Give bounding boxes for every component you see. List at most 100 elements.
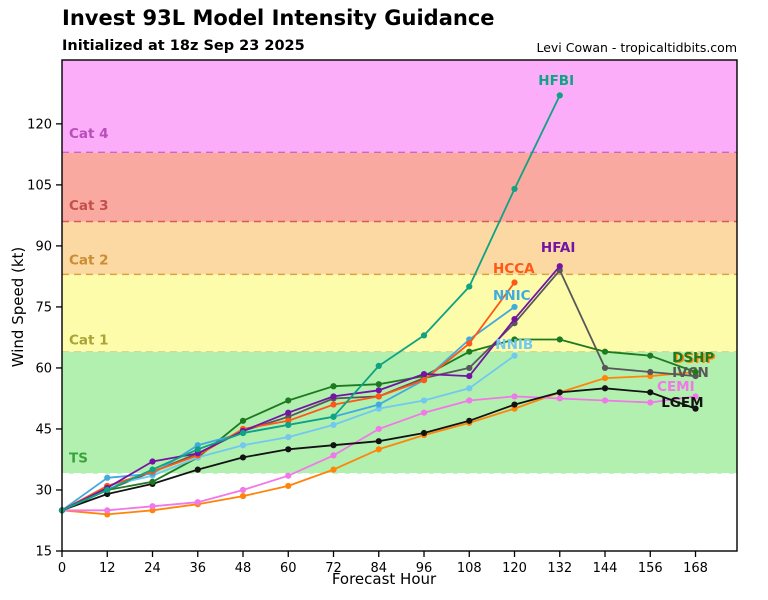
band-cat-3 xyxy=(62,152,737,222)
y-tick-label: 60 xyxy=(35,361,52,376)
x-tick-label: 132 xyxy=(547,561,572,576)
x-tick-label: 48 xyxy=(235,561,252,576)
data-point-dshp-orange xyxy=(285,482,292,490)
y-tick-label: 45 xyxy=(35,422,52,437)
data-point-dshp xyxy=(375,381,382,388)
data-point-hfai xyxy=(511,316,518,323)
y-tick-label: 30 xyxy=(35,483,52,498)
data-point-lgem xyxy=(330,442,337,449)
category-boundaries xyxy=(62,151,737,475)
data-point-dshp xyxy=(601,348,609,355)
band-label-cat-3: Cat 3 xyxy=(69,198,109,214)
x-tick-label: 36 xyxy=(189,561,206,576)
band-labels: TS Cat 1 Cat 2 Cat 3 Cat 4 xyxy=(69,126,109,466)
data-point-dshp-orange xyxy=(239,492,247,500)
data-point-nnib xyxy=(239,442,247,449)
data-point-nnib xyxy=(285,433,292,441)
data-point-cemi xyxy=(239,486,247,494)
series-cemi xyxy=(58,393,699,514)
data-point-cemi xyxy=(285,472,292,479)
data-point-cemi xyxy=(149,503,156,510)
band-label-cat-2: Cat 2 xyxy=(69,253,109,269)
data-point-hfai xyxy=(375,387,382,394)
data-point-ivcn xyxy=(647,368,654,376)
model-label-cemi: CEMI xyxy=(657,379,695,395)
band-below-ts xyxy=(62,473,737,551)
data-point-cemi xyxy=(104,507,111,514)
data-point-cemi xyxy=(647,399,654,406)
series-line-hfbi xyxy=(61,95,561,512)
data-point-dshp xyxy=(556,336,563,343)
band-cat-1 xyxy=(62,274,737,352)
data-point-hfbi xyxy=(104,486,111,494)
data-point-hfbi xyxy=(239,429,247,437)
data-point-dshp xyxy=(466,348,473,355)
x-tick-label: 12 xyxy=(99,561,116,576)
data-point-dshp xyxy=(692,368,699,376)
data-point-dshp xyxy=(511,336,518,343)
x-tick-label: 120 xyxy=(502,561,527,576)
plot-frame xyxy=(61,59,738,552)
data-point-cemi xyxy=(511,393,518,400)
x-tick-label: 144 xyxy=(593,561,618,576)
data-point-hfbi xyxy=(556,92,563,99)
data-point-hcca xyxy=(375,393,382,400)
data-point-hfai xyxy=(285,409,292,416)
data-point-lgem xyxy=(692,405,699,412)
x-tick-label: 24 xyxy=(144,561,161,576)
model-label-lgem: LGEM xyxy=(661,395,703,411)
data-point-lgem xyxy=(601,385,609,392)
x-tick-label: 168 xyxy=(683,561,708,576)
data-point-hfai xyxy=(420,370,428,378)
data-point-cemi xyxy=(601,397,609,404)
y-tick-label: 75 xyxy=(35,300,52,315)
data-point-lgem xyxy=(375,438,382,445)
data-point-dshp xyxy=(149,478,156,485)
series-line-hfai xyxy=(61,265,561,512)
y-tick-label: 105 xyxy=(27,178,52,193)
data-point-lgem xyxy=(466,417,473,424)
x-tick-label: 108 xyxy=(457,561,482,576)
band-label-cat-1: Cat 1 xyxy=(69,332,109,348)
model-label-hfai: HFAI xyxy=(541,240,575,256)
data-point-lgem xyxy=(647,389,654,396)
data-point-lgem xyxy=(420,429,428,437)
x-tick-label: 72 xyxy=(325,561,342,576)
data-point-hfbi xyxy=(330,413,337,420)
x-tick-label: 96 xyxy=(416,561,433,576)
x-tick-label: 84 xyxy=(370,561,387,576)
data-point-cemi xyxy=(466,397,473,404)
x-axis-label: Forecast Hour xyxy=(331,570,437,588)
series-hfbi xyxy=(58,92,563,514)
data-point-hcca xyxy=(466,340,473,347)
data-point-dshp xyxy=(647,352,654,359)
saffir-simpson-bands xyxy=(62,60,737,551)
data-point-hcca xyxy=(420,377,428,384)
data-point-lgem xyxy=(239,454,247,461)
x-tick-label: 0 xyxy=(58,561,66,576)
y-axis-label: Wind Speed (kt) xyxy=(9,246,27,368)
data-point-hfai xyxy=(330,393,337,400)
data-point-dshp-orange xyxy=(330,466,337,473)
y-tick-label: 120 xyxy=(27,117,52,132)
band-cat-4 xyxy=(62,60,737,153)
x-tick-label: 156 xyxy=(638,561,663,576)
model-label-dshp: DSHP xyxy=(672,350,714,366)
model-label-nnic: NNIC xyxy=(493,288,531,304)
data-point-hfbi xyxy=(285,421,292,428)
model-label-dshp-orange: DSHP xyxy=(674,351,716,367)
data-point-cemi xyxy=(692,393,699,400)
data-point-nnib xyxy=(420,397,428,404)
data-point-lgem xyxy=(285,446,292,453)
data-point-hcca xyxy=(330,401,337,408)
data-point-dshp xyxy=(285,397,292,404)
page-title: Invest 93L Model Intensity Guidance xyxy=(62,6,495,30)
data-point-nnib xyxy=(330,421,337,428)
data-point-hfbi xyxy=(375,362,382,370)
band-label-ts: TS xyxy=(69,450,88,466)
data-point-hfbi xyxy=(420,332,428,339)
data-point-cemi xyxy=(375,425,382,433)
y-tick-label: 15 xyxy=(35,545,52,560)
